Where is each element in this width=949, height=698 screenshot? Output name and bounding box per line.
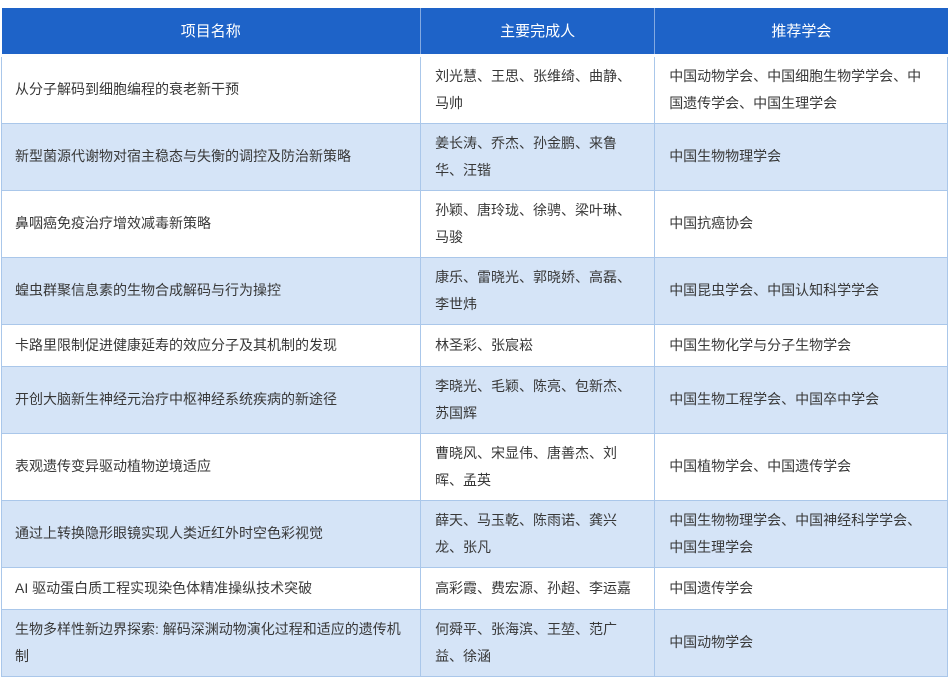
table-row: 通过上转换隐形眼镜实现人类近红外时空色彩视觉 薛天、马玉乾、陈雨诺、龚兴龙、张凡… xyxy=(0,499,948,568)
societies-cell: 中国生物化学与分子生物学会 xyxy=(654,323,948,367)
contributors-cell: 高彩霞、费宏源、孙超、李运嘉 xyxy=(420,566,656,610)
project-name-cell: 从分子解码到细胞编程的衰老新干预 xyxy=(0,54,422,124)
contributors-cell: 康乐、雷晓光、郭晓娇、高磊、李世炜 xyxy=(420,256,656,325)
project-name-cell: 生物多样性新边界探索: 解码深渊动物演化过程和适应的遗传机制 xyxy=(0,608,422,677)
header-recommending-society: 推荐学会 xyxy=(654,8,948,57)
table-header: 项目名称 主要完成人 推荐学会 xyxy=(1,8,948,57)
header-main-contributors: 主要完成人 xyxy=(420,8,655,57)
contributors-cell: 薛天、马玉乾、陈雨诺、龚兴龙、张凡 xyxy=(420,499,656,568)
contributors-cell: 何舜平、张海滨、王堃、范广益、徐涵 xyxy=(420,608,656,677)
project-name-cell: 新型菌源代谢物对宿主稳态与失衡的调控及防治新策略 xyxy=(0,122,422,191)
project-name-cell: 开创大脑新生神经元治疗中枢神经系统疾病的新途径 xyxy=(0,365,422,434)
table-row: 表观遗传变异驱动植物逆境适应 曹晓风、宋显伟、唐善杰、刘晖、孟英 中国植物学会、… xyxy=(0,432,948,501)
header-project-name: 项目名称 xyxy=(1,8,421,57)
contributors-cell: 刘光慧、王思、张维绮、曲静、马帅 xyxy=(420,54,656,124)
table-row: 新型菌源代谢物对宿主稳态与失衡的调控及防治新策略 姜长涛、乔杰、孙金鹏、来鲁华、… xyxy=(0,122,948,191)
awards-table: 项目名称 主要完成人 推荐学会 从分子解码到细胞编程的衰老新干预 刘光慧、王思、… xyxy=(0,8,948,677)
societies-cell: 中国动物学会 xyxy=(654,608,948,677)
project-name-cell: 鼻咽癌免疫治疗增效减毒新策略 xyxy=(0,189,422,258)
societies-cell: 中国动物学会、中国细胞生物学学会、中国遗传学会、中国生理学会 xyxy=(654,54,948,124)
societies-cell: 中国植物学会、中国遗传学会 xyxy=(654,432,948,501)
table-row: 鼻咽癌免疫治疗增效减毒新策略 孙颖、唐玲珑、徐骋、梁叶琳、马骏 中国抗癌协会 xyxy=(0,189,948,258)
project-name-cell: 通过上转换隐形眼镜实现人类近红外时空色彩视觉 xyxy=(0,499,422,568)
table-row: 开创大脑新生神经元治疗中枢神经系统疾病的新途径 李晓光、毛颖、陈亮、包新杰、苏国… xyxy=(0,365,948,434)
societies-cell: 中国生物物理学会 xyxy=(654,122,948,191)
project-name-cell: 卡路里限制促进健康延寿的效应分子及其机制的发现 xyxy=(0,323,422,367)
table-row: 蝗虫群聚信息素的生物合成解码与行为操控 康乐、雷晓光、郭晓娇、高磊、李世炜 中国… xyxy=(0,256,948,325)
contributors-cell: 曹晓风、宋显伟、唐善杰、刘晖、孟英 xyxy=(420,432,656,501)
project-name-cell: 表观遗传变异驱动植物逆境适应 xyxy=(0,432,422,501)
contributors-cell: 李晓光、毛颖、陈亮、包新杰、苏国辉 xyxy=(420,365,656,434)
societies-cell: 中国生物物理学会、中国神经科学学会、中国生理学会 xyxy=(654,499,948,568)
contributors-cell: 孙颖、唐玲珑、徐骋、梁叶琳、马骏 xyxy=(420,189,656,258)
project-name-cell: AI 驱动蛋白质工程实现染色体精准操纵技术突破 xyxy=(0,566,422,610)
societies-cell: 中国遗传学会 xyxy=(654,566,948,610)
contributors-cell: 姜长涛、乔杰、孙金鹏、来鲁华、汪锴 xyxy=(420,122,656,191)
table-row: 从分子解码到细胞编程的衰老新干预 刘光慧、王思、张维绮、曲静、马帅 中国动物学会… xyxy=(0,54,948,124)
table-row: 生物多样性新边界探索: 解码深渊动物演化过程和适应的遗传机制 何舜平、张海滨、王… xyxy=(0,608,948,677)
contributors-cell: 林圣彩、张宸崧 xyxy=(420,323,656,367)
table-row: 卡路里限制促进健康延寿的效应分子及其机制的发现 林圣彩、张宸崧 中国生物化学与分… xyxy=(0,323,948,367)
table-row: AI 驱动蛋白质工程实现染色体精准操纵技术突破 高彩霞、费宏源、孙超、李运嘉 中… xyxy=(0,566,948,610)
table-body: 从分子解码到细胞编程的衰老新干预 刘光慧、王思、张维绮、曲静、马帅 中国动物学会… xyxy=(0,54,948,677)
societies-cell: 中国生物工程学会、中国卒中学会 xyxy=(654,365,948,434)
societies-cell: 中国昆虫学会、中国认知科学学会 xyxy=(654,256,948,325)
project-name-cell: 蝗虫群聚信息素的生物合成解码与行为操控 xyxy=(0,256,422,325)
header-row: 项目名称 主要完成人 推荐学会 xyxy=(1,8,948,57)
societies-cell: 中国抗癌协会 xyxy=(654,189,948,258)
